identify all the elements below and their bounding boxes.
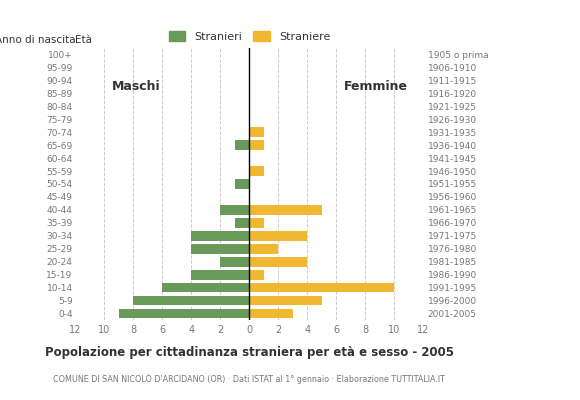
Bar <box>249 296 322 306</box>
Bar <box>249 283 394 292</box>
Text: Maschi: Maschi <box>111 80 160 93</box>
Bar <box>249 205 322 215</box>
Bar <box>235 140 249 150</box>
Text: Età: Età <box>75 36 92 46</box>
Bar <box>162 283 249 292</box>
Bar <box>191 244 249 254</box>
Legend: Stranieri, Straniere: Stranieri, Straniere <box>164 26 335 46</box>
Bar <box>191 231 249 241</box>
Bar <box>249 244 278 254</box>
Bar <box>119 309 249 318</box>
Text: Anno di nascita: Anno di nascita <box>0 35 75 45</box>
Bar <box>249 127 264 137</box>
Bar <box>133 296 249 306</box>
Bar <box>191 270 249 280</box>
Bar <box>235 179 249 189</box>
Text: Popolazione per cittadinanza straniera per età e sesso - 2005: Popolazione per cittadinanza straniera p… <box>45 346 454 359</box>
Bar <box>249 218 264 228</box>
Bar <box>249 140 264 150</box>
Bar <box>220 205 249 215</box>
Bar <box>249 309 293 318</box>
Bar <box>249 166 264 176</box>
Text: COMUNE DI SAN NICOLÒ D'ARCIDANO (OR) · Dati ISTAT al 1° gennaio · Elaborazione T: COMUNE DI SAN NICOLÒ D'ARCIDANO (OR) · D… <box>53 374 445 384</box>
Bar <box>249 257 307 266</box>
Bar <box>249 231 307 241</box>
Bar <box>249 270 264 280</box>
Text: Femmine: Femmine <box>343 80 408 93</box>
Bar <box>220 257 249 266</box>
Bar <box>235 218 249 228</box>
